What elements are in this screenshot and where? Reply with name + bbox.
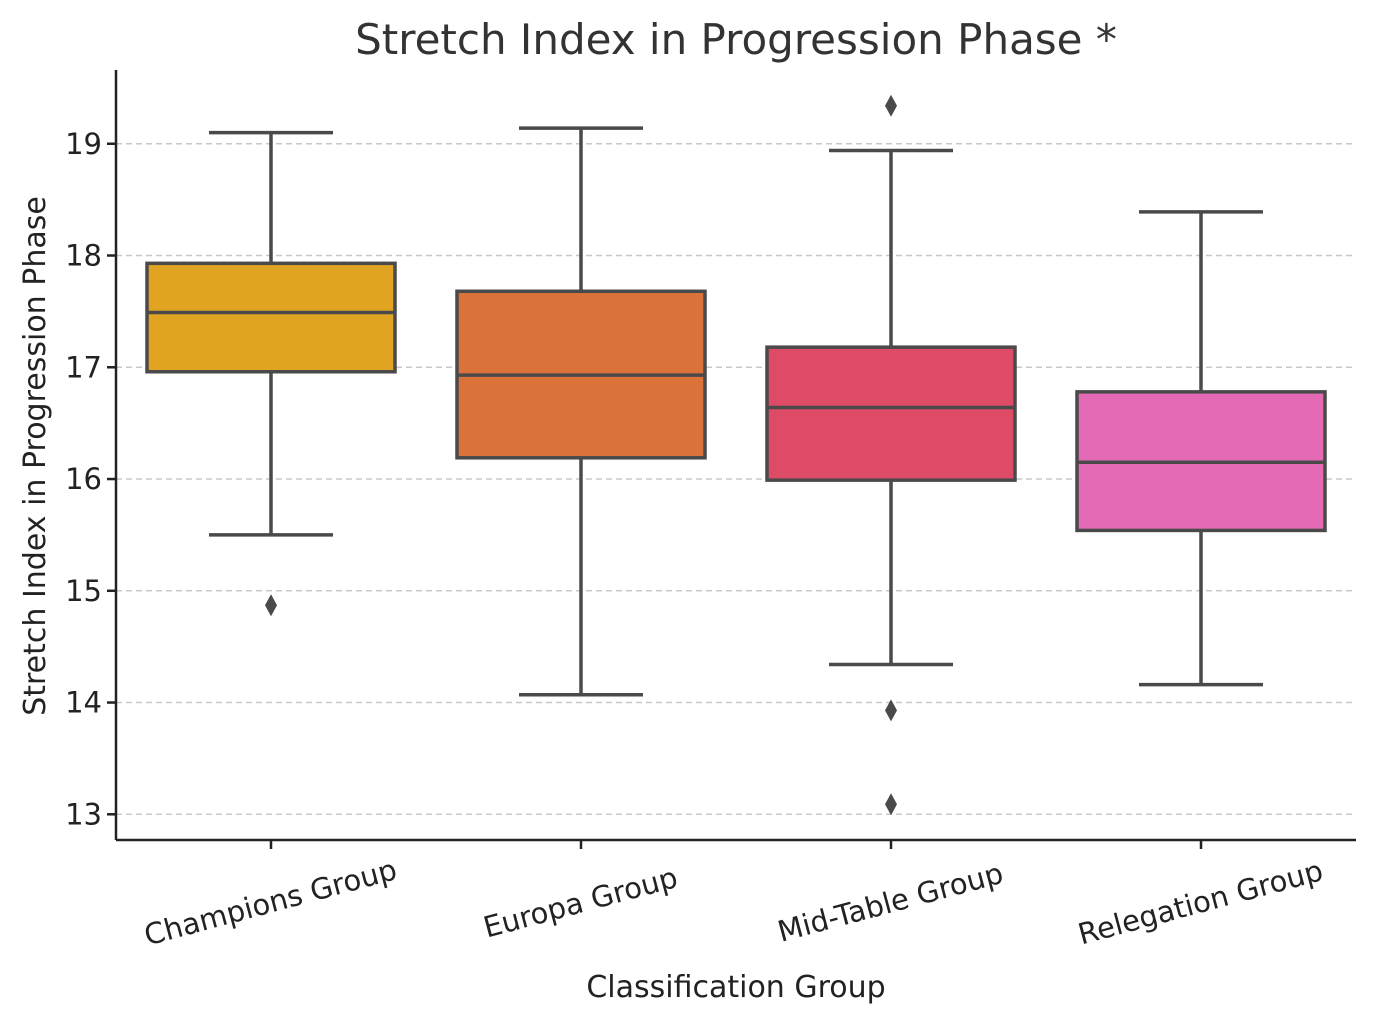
y-tick-label: 17 (65, 350, 102, 384)
y-tick-label: 14 (65, 686, 102, 720)
y-tick-label: 16 (65, 462, 102, 496)
x-ticks: Champions Group Europa Group Mid-Table Gro… (141, 840, 1326, 952)
chart-title: Stretch Index in Progression Phase * (355, 15, 1117, 64)
y-tick-label: 15 (65, 574, 102, 608)
box-iqr (765, 345, 1017, 482)
axes (114, 70, 1356, 842)
x-tick-label: Champions Group (141, 852, 401, 952)
y-ticks: 13 14 15 16 17 18 19 (65, 127, 116, 831)
y-tick-label: 13 (65, 797, 102, 831)
y-tick-label: 18 (65, 239, 102, 273)
outlier-point (265, 594, 277, 617)
x-tick-label: Mid-Table Group (774, 856, 1007, 949)
x-tick-label: Relegation Group (1074, 853, 1326, 951)
outlier-point (885, 94, 897, 117)
outlier-point (885, 793, 897, 816)
outlier-point (885, 699, 897, 722)
x-tick-label: Europa Group (480, 860, 681, 944)
box-group (1075, 210, 1327, 687)
box-group (145, 130, 397, 617)
y-tick-label: 19 (65, 127, 102, 161)
plot-area (145, 94, 1327, 816)
y-axis-label: Stretch Index in Progression Phase (18, 196, 53, 716)
box-group (765, 94, 1017, 816)
box-iqr (145, 261, 397, 374)
box-group (455, 126, 707, 697)
x-axis-label: Classification Group (586, 970, 885, 1005)
